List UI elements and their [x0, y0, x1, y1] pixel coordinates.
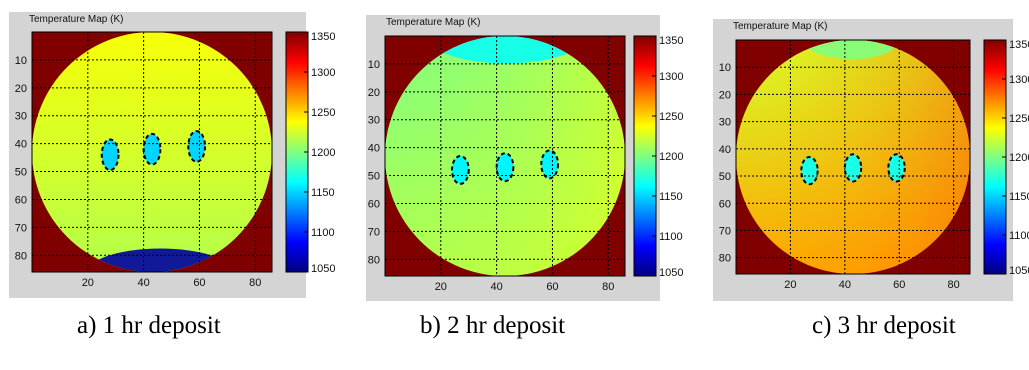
panel-c-title: Temperature Map (K) — [733, 21, 953, 35]
x-tick-label: 40 — [138, 277, 150, 289]
deposit-outline-1 — [450, 155, 470, 185]
colorbar-tick-label: 1100 — [659, 231, 683, 243]
colorbar-tick-label: 1150 — [1009, 191, 1029, 203]
colorbar-c: 1050 1100 1150 1200 1250 1300 1350 — [983, 39, 1029, 277]
x-tick-label: 60 — [193, 277, 205, 289]
colorbar-tick-label: 1150 — [659, 191, 683, 203]
y-tick-label: 30 — [719, 117, 731, 129]
deposit-spot-3 — [188, 131, 206, 162]
x-tick-label: 80 — [249, 277, 261, 289]
colorbar-tick-label: 1350 — [311, 31, 335, 43]
panel-a-title: Temperature Map (K) — [29, 14, 255, 28]
deposit-spot-3 — [541, 150, 559, 179]
x-tick-label: 40 — [839, 279, 851, 291]
deposit-spot-1 — [101, 139, 119, 171]
y-tick-label: 10 — [719, 62, 731, 74]
x-tick-label: 80 — [948, 279, 960, 291]
y-tick-label: 80 — [719, 253, 731, 265]
deposit-outline-3 — [540, 149, 560, 180]
colorbar-tick-label: 1050 — [659, 267, 683, 279]
panel-b-title: Temperature Map (K) — [386, 17, 614, 31]
deposit-outline-2 — [495, 152, 515, 183]
deposit-spot-3 — [888, 154, 905, 182]
colorbar-tick-label: 1350 — [1009, 39, 1029, 51]
x-tick-label: 60 — [546, 281, 558, 293]
y-tick-label: 10 — [15, 55, 27, 67]
caption-a: a) 1 hr deposit — [77, 312, 221, 339]
deposit-spot-2 — [496, 153, 514, 182]
x-tick-label: 20 — [82, 277, 94, 289]
colorbar-tick-label: 1150 — [311, 187, 335, 199]
colorbar-tick-label: 1250 — [1009, 113, 1029, 125]
colorbar-tick-label: 1300 — [311, 67, 335, 79]
edge-band — [804, 40, 900, 60]
edge-band — [426, 36, 586, 64]
y-tick-label: 40 — [15, 139, 27, 151]
y-tick-label: 50 — [15, 167, 27, 179]
y-tick-label: 60 — [15, 194, 27, 206]
temperature-map-a: 20 40 60 80 10 20 30 40 50 60 70 80 — [15, 31, 273, 289]
colorbar-tick-label: 1050 — [1009, 265, 1029, 277]
axes-box — [384, 35, 626, 277]
temperature-map-c: 20 40 60 80 10 20 30 40 50 60 70 80 — [719, 39, 971, 291]
colorbar-tick-label: 1250 — [311, 107, 335, 119]
caption-b: b) 2 hr deposit — [420, 312, 566, 339]
y-tick-label: 20 — [368, 87, 380, 99]
x-tick-label: 20 — [435, 281, 447, 293]
x-tick-label: 40 — [491, 281, 503, 293]
x-tick-label: 60 — [893, 279, 905, 291]
axes-box — [735, 39, 971, 275]
y-tick-label: 30 — [368, 115, 380, 127]
y-tick-label: 50 — [719, 171, 731, 183]
y-tick-label: 30 — [15, 111, 27, 123]
y-tick-label: 80 — [15, 250, 27, 262]
colorbar-tick-label: 1250 — [659, 111, 683, 123]
y-tick-label: 10 — [368, 59, 380, 71]
x-tick-label: 20 — [784, 279, 796, 291]
x-tick-label: 80 — [602, 281, 614, 293]
colorbar-a: 1050 1100 1150 1200 1250 1300 1350 — [285, 31, 335, 275]
y-tick-label: 70 — [368, 226, 380, 238]
deposit-spot-1 — [801, 157, 818, 185]
y-tick-label: 80 — [368, 254, 380, 266]
y-tick-label: 60 — [719, 198, 731, 210]
colorbar-tick-label: 1200 — [659, 151, 683, 163]
colorbar-b: 1050 1100 1150 1200 1250 1300 1350 — [633, 35, 683, 279]
caption-c: c) 3 hr deposit — [812, 312, 956, 339]
colorbar-tick-label: 1200 — [311, 147, 335, 159]
deposit-spot-1 — [451, 156, 469, 184]
y-tick-label: 70 — [15, 222, 27, 234]
y-tick-label: 40 — [368, 143, 380, 155]
colorbar-tick-label: 1350 — [659, 35, 683, 47]
temperature-map-b: 20 40 60 80 10 20 30 40 50 60 70 80 — [368, 35, 626, 293]
deposit-outline-1 — [100, 138, 120, 172]
colorbar-tick-label: 1100 — [311, 227, 335, 239]
y-tick-label: 40 — [719, 144, 731, 156]
colorbar-tick-label: 1300 — [659, 71, 683, 83]
deposit-outline-1 — [800, 155, 819, 186]
deposit-spot-2 — [143, 133, 161, 165]
deposit-spot-2 — [844, 154, 862, 182]
colorbar-tick-label: 1300 — [1009, 74, 1029, 86]
y-tick-label: 20 — [719, 89, 731, 101]
y-tick-label: 70 — [719, 225, 731, 237]
y-tick-label: 50 — [368, 171, 380, 183]
y-tick-label: 60 — [368, 198, 380, 210]
colorbar-tick-label: 1050 — [311, 263, 335, 275]
colorbar-tick-label: 1200 — [1009, 152, 1029, 164]
axes-box — [31, 31, 273, 273]
colorbar-tick-label: 1100 — [1009, 230, 1029, 242]
y-tick-label: 20 — [15, 83, 27, 95]
